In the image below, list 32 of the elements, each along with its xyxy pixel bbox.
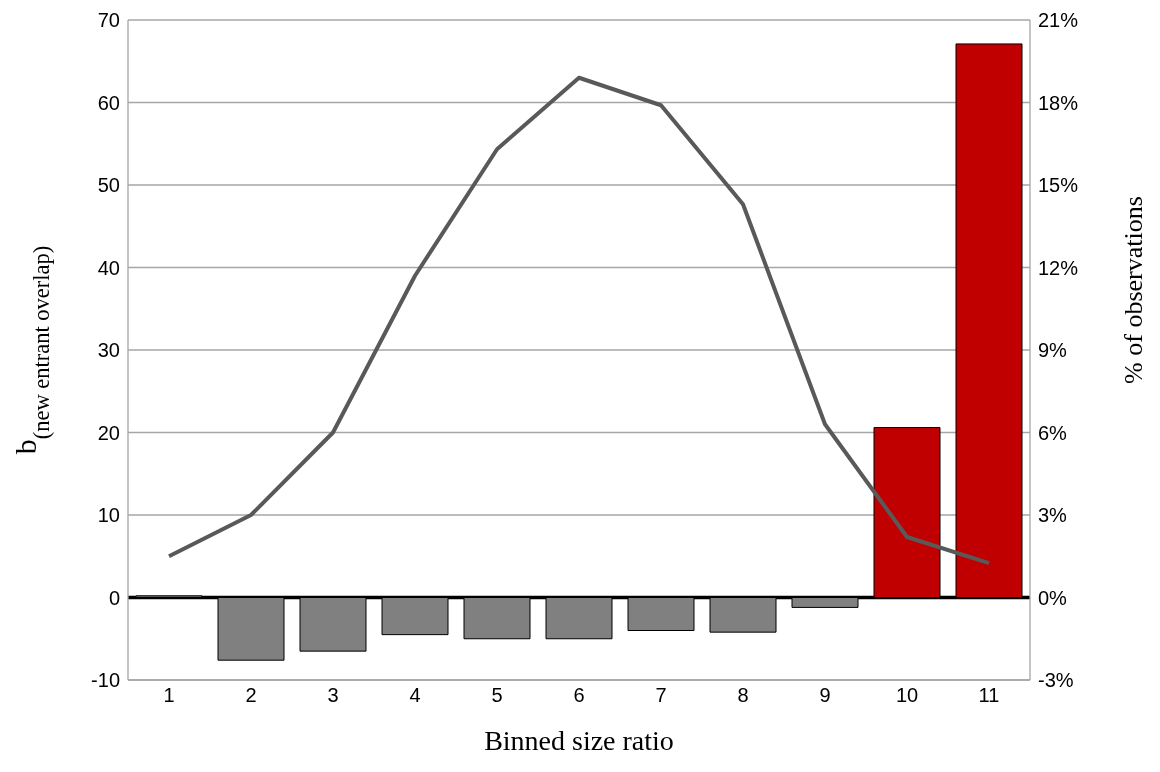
y2-tick-label: 18% xyxy=(1038,91,1079,114)
x-tick-label: 9 xyxy=(819,684,831,707)
y-tick-label: 20 xyxy=(97,421,120,444)
y-tick-label: 70 xyxy=(97,9,120,32)
x-tick-label: 11 xyxy=(978,684,1000,707)
y2-tick-label: 0% xyxy=(1038,586,1068,609)
y2-tick-label: -3% xyxy=(1038,669,1074,692)
y-tick-label: 50 xyxy=(97,174,120,197)
y-tick-label: 40 xyxy=(97,256,120,279)
x-tick-label: 2 xyxy=(245,684,257,707)
y-tick-label: -10 xyxy=(91,669,120,692)
x-tick-label: 10 xyxy=(895,684,919,707)
y2-tick-label: 3% xyxy=(1038,504,1068,527)
x-tick-label: 1 xyxy=(163,684,175,707)
x-tick-label: 5 xyxy=(491,684,503,707)
y-tick-label: 30 xyxy=(97,339,120,362)
x-axis-title: Binned size ratio xyxy=(484,725,674,756)
y2-tick-label: 21% xyxy=(1038,9,1079,32)
y-tick-label: 10 xyxy=(97,504,120,527)
y-tick-label: 0 xyxy=(108,586,120,609)
y2-tick-label: 9% xyxy=(1038,339,1068,362)
x-tick-label: 7 xyxy=(655,684,667,707)
x-tick-label: 6 xyxy=(573,684,585,707)
x-tick-label: 3 xyxy=(327,684,339,707)
x-tick-label: 4 xyxy=(409,684,421,707)
line-series xyxy=(167,75,991,566)
y-tick-label: 60 xyxy=(97,91,120,114)
y2-tick-label: 12% xyxy=(1038,256,1079,279)
y2-tick-label: 6% xyxy=(1038,421,1068,444)
x-tick-label: 8 xyxy=(737,684,749,707)
y2-axis-title: % of observations xyxy=(1119,196,1148,384)
y2-tick-label: 15% xyxy=(1038,174,1079,197)
